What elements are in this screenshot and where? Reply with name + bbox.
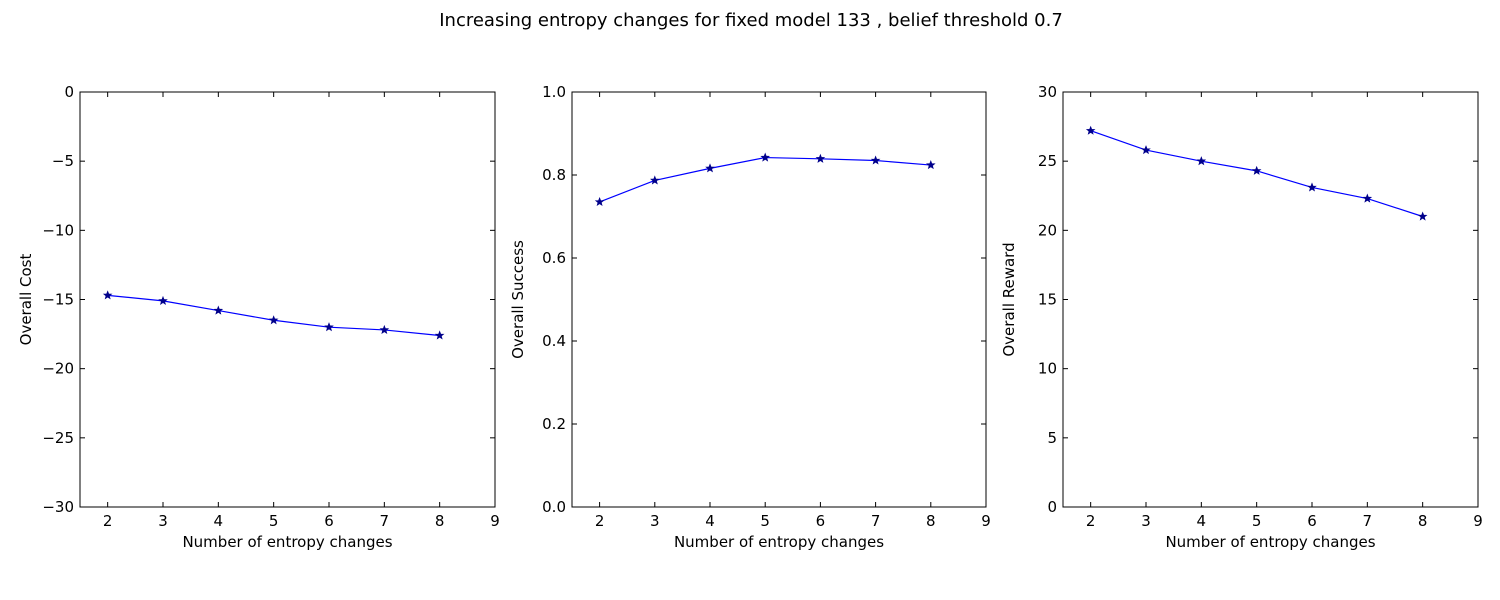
data-point-marker: [102, 290, 113, 300]
y-tick-label: 1.0: [542, 83, 566, 101]
y-tick-label: 30: [1038, 83, 1057, 101]
y-axis-label: Overall Cost: [17, 254, 35, 346]
y-tick-label: 20: [1038, 221, 1057, 239]
x-tick-label: 3: [1141, 512, 1151, 530]
subplot-3: 2 3 4 5 6 7 8 9 30 25 20 15 10 5 0 Number of entropy ch…: [1000, 83, 1483, 551]
x-tick-label: 9: [490, 512, 500, 530]
subplots: 2 3 4 5 6 7 8 9 0 −5 −10 −15 −20 −25 −30 Number of entr…: [17, 83, 1483, 551]
x-tick-label: 5: [760, 512, 770, 530]
x-tick-label: 6: [324, 512, 334, 530]
x-tick-label: 9: [1473, 512, 1483, 530]
x-tick-label: 3: [158, 512, 168, 530]
x-axis-label: Number of entropy changes: [1165, 533, 1375, 551]
y-tick-label: 0: [1047, 498, 1057, 516]
x-tick-label: 4: [214, 512, 224, 530]
axes-frame: [571, 91, 987, 508]
y-tick-label: 0.8: [542, 166, 566, 184]
x-tick-label: 5: [1252, 512, 1262, 530]
data-point-marker: [705, 163, 715, 173]
y-tick-label: 0.4: [542, 332, 566, 350]
data-point-marker: [815, 153, 826, 163]
y-tick-label: 25: [1038, 152, 1057, 170]
y-axis-label: Overall Success: [509, 240, 527, 359]
data-point-marker: [213, 305, 224, 315]
x-tick-label: 9: [981, 512, 991, 530]
x-tick-label: 8: [1418, 512, 1428, 530]
data-point-marker: [268, 315, 279, 325]
x-tick-label: 2: [103, 512, 113, 530]
data-point-marker: [1085, 125, 1096, 135]
data-point-marker: [434, 330, 445, 340]
data-point-marker: [594, 196, 605, 207]
data-point-marker: [324, 322, 334, 332]
x-tick-label: 3: [650, 512, 660, 530]
data-point-marker: [870, 155, 881, 165]
x-axis-label: Number of entropy changes: [674, 533, 884, 551]
x-tick-label: 5: [269, 512, 279, 530]
y-tick-label: −5: [52, 152, 74, 170]
x-tick-label: 2: [595, 512, 605, 530]
data-point-marker: [1307, 182, 1317, 192]
figure-title: Increasing entropy changes for fixed mod…: [439, 10, 1063, 31]
data-point-marker: [379, 324, 390, 335]
y-tick-label: 10: [1038, 360, 1057, 378]
x-axis-label: Number of entropy changes: [182, 533, 392, 551]
x-tick-label: 7: [871, 512, 881, 530]
y-tick-label: 0.0: [542, 498, 566, 516]
data-point-marker: [650, 175, 660, 185]
x-tick-label: 4: [1197, 512, 1207, 530]
subplot-1: 2 3 4 5 6 7 8 9 0 −5 −10 −15 −20 −25 −30 Number of entr…: [17, 83, 500, 551]
data-point-marker: [760, 152, 770, 162]
y-tick-label: −15: [42, 291, 74, 309]
y-tick-label: 0.6: [542, 249, 566, 267]
x-tick-label: 7: [1363, 512, 1373, 530]
data-point-marker: [1417, 211, 1428, 221]
x-tick-label: 6: [816, 512, 826, 530]
y-tick-label: 5: [1047, 429, 1057, 447]
x-tick-label: 7: [380, 512, 390, 530]
x-tick-label: 6: [1307, 512, 1317, 530]
y-tick-label: −20: [42, 360, 74, 378]
data-point-marker: [158, 295, 168, 305]
data-point-marker: [926, 160, 936, 170]
x-tick-label: 4: [705, 512, 715, 530]
y-tick-label: 15: [1038, 291, 1057, 309]
data-point-marker: [1251, 165, 1262, 175]
data-point-marker: [1141, 145, 1151, 155]
x-tick-label: 8: [926, 512, 936, 530]
y-axis-label: Overall Reward: [1000, 242, 1018, 356]
y-tick-label: 0: [64, 83, 74, 101]
data-point-marker: [1196, 156, 1207, 166]
x-tick-label: 2: [1086, 512, 1096, 530]
y-tick-label: −10: [42, 221, 74, 239]
subplot-2: 2 3 4 5 6 7 8 9 1.0 0.8 0.6 0.4 0.2 0.0 Number of entr…: [509, 83, 991, 551]
y-tick-label: 0.2: [542, 415, 566, 433]
y-tick-label: −25: [42, 429, 74, 447]
y-tick-label: −30: [42, 498, 74, 516]
data-point-marker: [1362, 193, 1373, 203]
x-tick-label: 8: [435, 512, 445, 530]
